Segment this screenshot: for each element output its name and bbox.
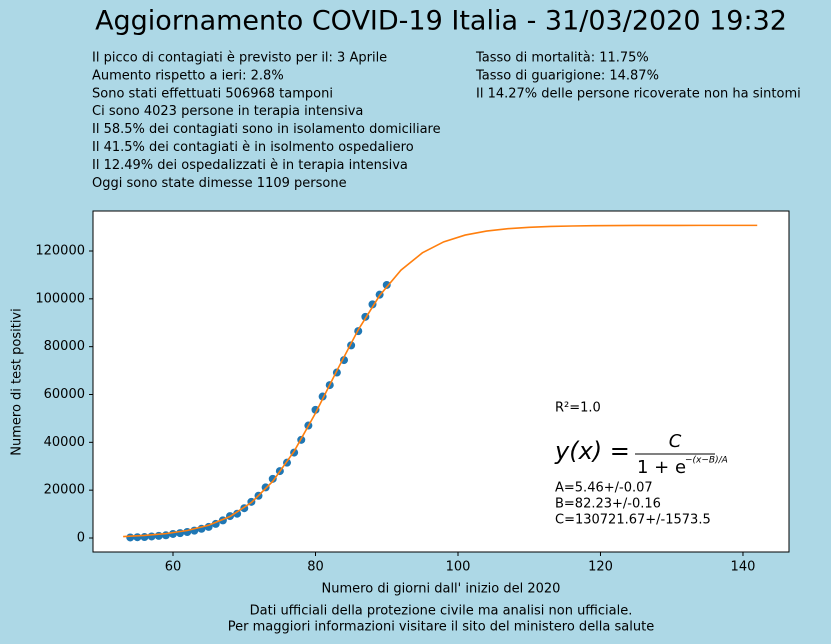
footer-line: Per maggiori informazioni visitare il si… xyxy=(228,620,654,635)
fit-parameter: C=130721.67+/-1573.5 xyxy=(555,513,711,528)
formula-lhs: y(x) = xyxy=(554,437,630,465)
data-point xyxy=(140,533,149,542)
y-tick-label: 20000 xyxy=(44,483,85,498)
info-line: Oggi sono state dimesse 1109 persone xyxy=(92,176,347,191)
x-tick-label: 120 xyxy=(588,560,613,575)
footer-line: Dati ufficiali della protezione civile m… xyxy=(250,604,633,619)
x-tick-label: 100 xyxy=(446,560,471,575)
x-axis-label: Numero di giorni dall' inizio del 2020 xyxy=(322,582,561,597)
title: Aggiornamento COVID-19 Italia - 31/03/20… xyxy=(95,6,787,37)
y-tick-label: 100000 xyxy=(35,291,85,306)
data-point xyxy=(126,533,135,542)
y-tick-label: 40000 xyxy=(44,435,85,450)
info-line: Il 58.5% dei contagiati sono in isolamen… xyxy=(92,122,441,137)
data-point xyxy=(382,280,391,289)
formula-exponent: −(x−B)/A xyxy=(685,456,728,466)
data-point xyxy=(154,531,163,540)
data-point xyxy=(233,509,242,518)
info-line: Tasso di mortalità: 11.75% xyxy=(475,51,649,66)
x-tick-label: 140 xyxy=(731,560,756,575)
formula-denominator: 1 + e xyxy=(637,457,686,478)
y-tick-label: 120000 xyxy=(35,244,85,259)
r-squared: R²=1.0 xyxy=(555,401,601,416)
fit-parameter: B=82.23+/-0.16 xyxy=(555,497,661,512)
y-tick-label: 0 xyxy=(77,530,85,545)
data-point xyxy=(147,532,156,541)
formula-numerator: C xyxy=(669,431,682,452)
info-line: Ci sono 4023 persone in terapia intensiv… xyxy=(92,104,363,119)
info-line: Il 41.5% dei contagiati è in isolmento o… xyxy=(92,140,414,155)
data-point xyxy=(268,474,277,483)
fit-curve xyxy=(123,224,758,538)
y-tick-label: 80000 xyxy=(44,339,85,354)
info-line: Sono stati effettuati 506968 tamponi xyxy=(92,86,333,101)
plot-area xyxy=(92,210,790,553)
info-line: Aumento rispetto a ieri: 2.8% xyxy=(92,68,284,83)
y-axis-label: Numero di test positivi xyxy=(10,308,25,455)
fit-parameter: A=5.46+/-0.07 xyxy=(555,481,653,496)
y-tick-label: 60000 xyxy=(44,387,85,402)
data-point xyxy=(133,533,142,542)
x-tick-label: 60 xyxy=(165,560,182,575)
data-point xyxy=(169,529,178,538)
info-line: Il 12.49% dei ospedalizzati è in terapia… xyxy=(92,158,408,173)
info-line: Il picco di contagiati è previsto per il… xyxy=(92,51,387,66)
info-line: Il 14.27% delle persone ricoverate non h… xyxy=(476,86,801,101)
x-tick-label: 80 xyxy=(307,560,324,575)
info-line: Tasso di guarigione: 14.87% xyxy=(475,68,659,83)
